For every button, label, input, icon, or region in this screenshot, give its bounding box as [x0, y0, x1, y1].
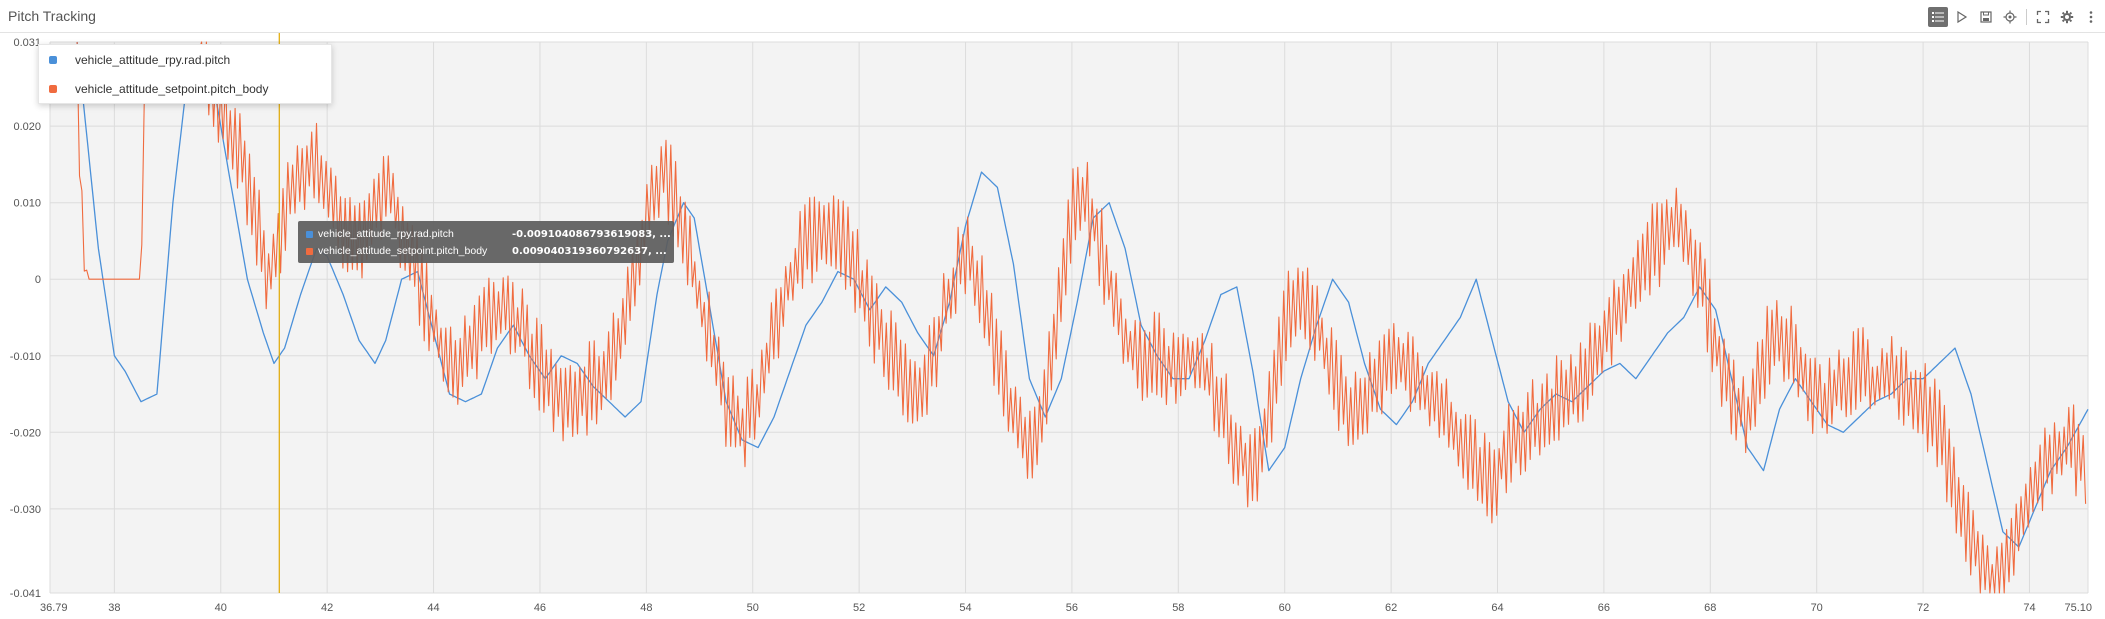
- panel-header: Pitch Tracking: [0, 0, 2105, 33]
- legend-item-setpoint[interactable]: vehicle_attitude_setpoint.pitch_body: [49, 79, 268, 99]
- x-tick-label: 56: [1066, 602, 1078, 614]
- legend-item-pitch[interactable]: vehicle_attitude_rpy.rad.pitch: [49, 50, 230, 70]
- legend-box: vehicle_attitude_rpy.rad.pitch vehicle_a…: [38, 44, 332, 104]
- x-tick-label: 48: [640, 602, 652, 614]
- legend-label-pitch: vehicle_attitude_rpy.rad.pitch: [75, 53, 231, 67]
- tooltip-row-setpoint: vehicle_attitude_setpoint.pitch_body 0.0…: [306, 244, 667, 258]
- y-tick-label: -0.041: [10, 588, 41, 600]
- hover-tooltip: vehicle_attitude_rpy.rad.pitch -0.009104…: [298, 221, 674, 263]
- x-tick-label: 72: [1917, 602, 1929, 614]
- x-tick-label: 40: [215, 602, 227, 614]
- tooltip-value-pitch: -0.009104086793619083, ...: [512, 228, 671, 240]
- y-tick-label: 0.031: [13, 37, 41, 49]
- legend-swatch-setpoint: [49, 85, 57, 93]
- x-tick-label: 62: [1385, 602, 1397, 614]
- panel-toolbar: [1928, 6, 2101, 28]
- tooltip-swatch-setpoint: [306, 247, 313, 255]
- y-tick-label: -0.010: [10, 351, 41, 363]
- x-tick-label: 50: [747, 602, 759, 614]
- legend-label-setpoint: vehicle_attitude_setpoint.pitch_body: [75, 82, 269, 96]
- x-tick-label: 70: [1811, 602, 1823, 614]
- play-icon[interactable]: [1952, 7, 1972, 27]
- toolbar-divider: [2026, 9, 2027, 25]
- x-tick-label: 75.10: [2064, 602, 2092, 614]
- legend-toggle-icon[interactable]: [1928, 7, 1948, 27]
- x-tick-label: 64: [1491, 602, 1503, 614]
- x-tick-label: 66: [1598, 602, 1610, 614]
- x-tick-label: 58: [1172, 602, 1184, 614]
- y-tick-label: 0: [35, 274, 41, 286]
- tooltip-label-setpoint: vehicle_attitude_setpoint.pitch_body: [318, 245, 488, 257]
- pitch-chart[interactable]: 36.79 38 40 42 44 46 48 50 52 54 56 58 60 62 64 66 68 70 7…: [0, 33, 2105, 619]
- save-icon[interactable]: [1976, 7, 1996, 27]
- settings-gear-icon[interactable]: [2057, 7, 2077, 27]
- x-tick-label: 68: [1704, 602, 1716, 614]
- tooltip-swatch-pitch: [306, 230, 313, 238]
- plot-area[interactable]: 36.79 38 40 42 44 46 48 50 52 54 56 58 60 62 64 66 68 70 7…: [0, 33, 2105, 619]
- tooltip-label-pitch: vehicle_attitude_rpy.rad.pitch: [318, 228, 454, 240]
- crosshair-icon[interactable]: [2000, 7, 2020, 27]
- x-tick-label: 42: [321, 602, 333, 614]
- plot-background: [50, 42, 2088, 593]
- x-tick-label: 60: [1279, 602, 1291, 614]
- tooltip-value-setpoint: 0.009040319360792637, ...: [512, 245, 667, 257]
- y-tick-label: -0.030: [10, 504, 41, 516]
- more-vertical-icon[interactable]: [2081, 7, 2101, 27]
- x-tick-label: 54: [959, 602, 971, 614]
- x-tick-label: 74: [2023, 602, 2035, 614]
- legend-swatch-pitch: [49, 56, 57, 64]
- series-line-pitch: [76, 41, 2089, 548]
- tooltip-row-pitch: vehicle_attitude_rpy.rad.pitch -0.009104…: [306, 227, 671, 241]
- x-tick-label: 52: [853, 602, 865, 614]
- y-tick-label: -0.020: [10, 427, 41, 439]
- y-tick-label: 0.020: [13, 121, 41, 133]
- x-tick-label: 44: [427, 602, 439, 614]
- x-tick-label: 36.79: [40, 602, 68, 614]
- y-tick-label: 0.010: [13, 198, 41, 210]
- x-tick-label: 38: [108, 602, 120, 614]
- x-tick-label: 46: [534, 602, 546, 614]
- fullscreen-icon[interactable]: [2033, 7, 2053, 27]
- panel-title: Pitch Tracking: [8, 8, 96, 24]
